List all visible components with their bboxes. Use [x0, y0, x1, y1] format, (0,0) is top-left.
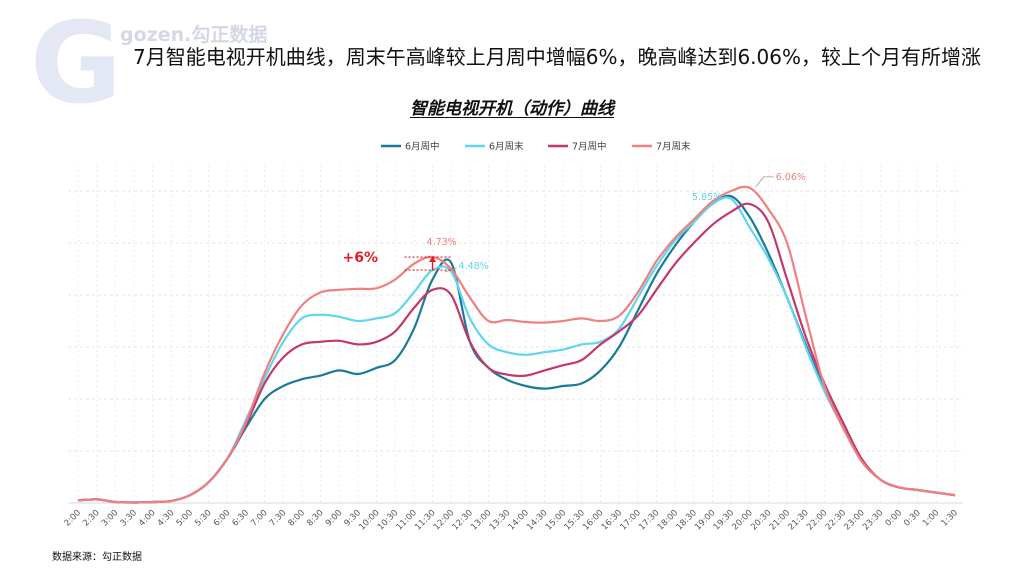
x-tick-label: 4:00 — [137, 508, 158, 529]
data-label: 6.06% — [776, 172, 806, 183]
brand-logo-letter: G — [30, 0, 122, 129]
x-tick-label: 3:00 — [100, 508, 121, 529]
x-tick-label: 0:30 — [902, 508, 923, 529]
increase-label: +6% — [343, 250, 379, 266]
data-source: 数据来源：勾正数据 — [52, 552, 142, 563]
grid-layer — [68, 165, 963, 504]
increase-arrow-head — [429, 256, 437, 263]
legend-label-3: 7月周中 — [572, 141, 607, 153]
chart-title: 智能电视开机（动作）曲线 — [410, 99, 614, 119]
data-label: 4.73% — [427, 237, 457, 248]
series-line-4 — [77, 185, 956, 504]
x-tick-label: 1:30 — [940, 508, 961, 529]
x-tick-label: 7:30 — [268, 508, 289, 529]
x-tick-label: 9:00 — [324, 508, 345, 529]
x-tick-label: 5:00 — [175, 508, 196, 529]
legend-label-1: 6月周中 — [405, 141, 440, 153]
x-tick-label: 3:30 — [119, 508, 140, 529]
x-tick-label: 8:30 — [305, 508, 326, 529]
x-tick-label: 1:00 — [921, 508, 942, 529]
x-tick-label: 6:30 — [230, 508, 251, 529]
series-line-2 — [77, 196, 956, 504]
label-leader-line — [755, 176, 774, 188]
legend-label-4: 7月周末 — [656, 141, 691, 153]
series-layer — [77, 185, 956, 504]
annotation-layer: 4.73% 4.48% 5.85% 6.06% +6% — [343, 172, 806, 273]
legend-label-2: 6月周末 — [489, 141, 524, 153]
x-tick-label: 23:30 — [861, 508, 885, 532]
x-tick-label: 2:30 — [81, 508, 102, 529]
series-line-1 — [77, 194, 956, 504]
x-tick-label: 8:00 — [286, 508, 307, 529]
x-tick-label: 0:00 — [884, 508, 905, 529]
data-label: 5.85% — [692, 192, 722, 203]
x-tick-label: 2:00 — [63, 508, 84, 529]
x-tick-label: 6:00 — [212, 508, 233, 529]
x-tick-label: 7:00 — [249, 508, 270, 529]
legend: 6月周中 6月周末 7月周中 7月周末 — [381, 141, 691, 153]
x-tick-label: 5:30 — [193, 508, 214, 529]
brand-name: gozen.勾正数据 — [120, 24, 268, 46]
x-axis: 2:002:303:003:304:004:305:005:306:006:30… — [63, 508, 961, 532]
page-headline: 7月智能电视开机曲线，周末午高峰较上月周中增幅6%，晚高峰达到6.06%，较上个… — [133, 45, 981, 69]
x-tick-label: 4:30 — [156, 508, 177, 529]
data-label: 4.48% — [459, 261, 489, 272]
